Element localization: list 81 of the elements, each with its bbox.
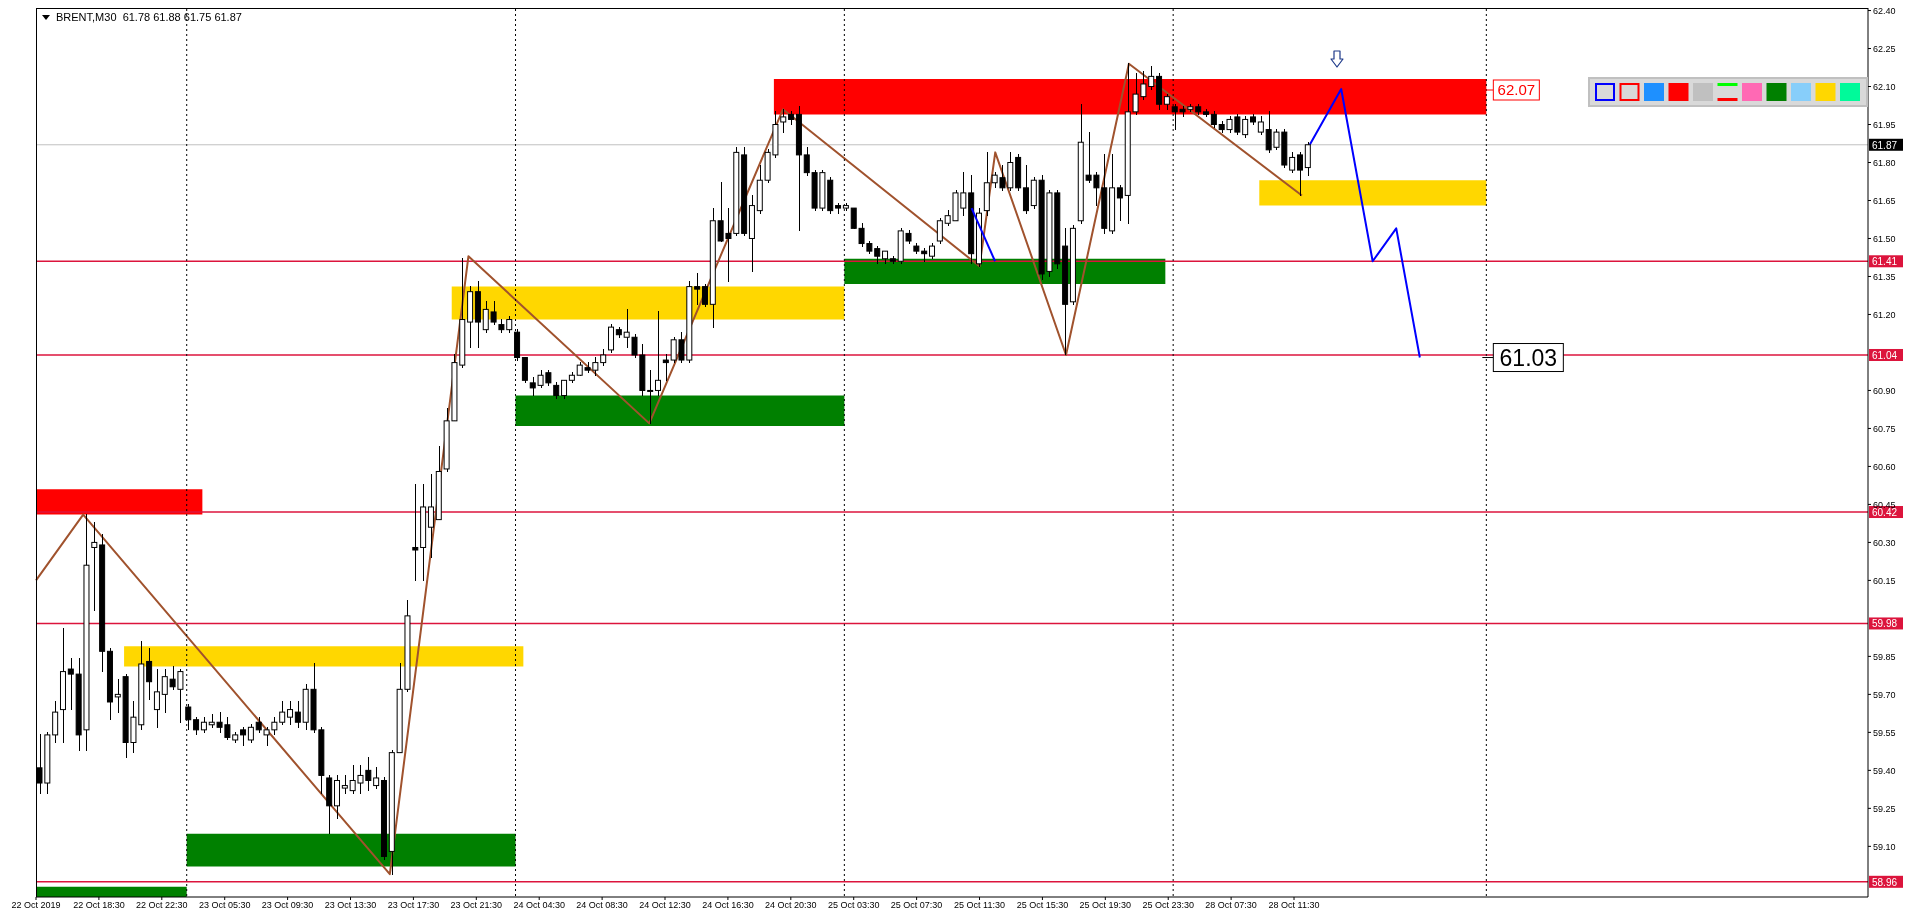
candlestick: [1304, 141, 1311, 177]
line-series: [35, 62, 1303, 876]
y-tick-label: 59.55: [1873, 727, 1896, 738]
candlestick: [694, 272, 701, 306]
candlestick: [146, 647, 153, 701]
y-tick-label: 61.95: [1873, 119, 1896, 130]
candlestick: [780, 108, 787, 134]
x-tick-label: 28 Oct 07:30: [1205, 900, 1257, 911]
candlestick: [521, 356, 528, 385]
y-tick-label: 61.65: [1873, 195, 1896, 206]
x-tick-label: 25 Oct 07:30: [890, 900, 943, 911]
y-tick-label: 62.40: [1873, 5, 1896, 16]
candlestick: [52, 700, 59, 744]
ref-line-label: 58.96: [1872, 876, 1898, 888]
candlestick: [341, 774, 348, 795]
x-tick-label: 24 Oct 12:30: [639, 900, 691, 911]
x-tick-label: 24 Oct 04:30: [513, 900, 565, 911]
y-tick-label: 60.60: [1873, 461, 1896, 472]
ref-line-label: 61.04: [1872, 349, 1898, 361]
x-tick-label: 23 Oct 13:30: [324, 900, 377, 911]
candlestick: [647, 368, 654, 425]
x-tick-label: 23 Oct 21:30: [450, 900, 503, 911]
y-tick-label: 62.10: [1873, 81, 1896, 92]
x-tick-label: 23 Oct 05:30: [198, 900, 251, 911]
x-tick-label: 24 Oct 20:30: [765, 900, 817, 911]
candlestick: [153, 667, 160, 729]
candlestick: [373, 766, 380, 790]
candlestick: [662, 353, 669, 382]
candlestick: [240, 726, 247, 747]
y-tick-label: 59.10: [1873, 841, 1896, 852]
x-tick-label: 23 Oct 09:30: [261, 900, 314, 911]
x-tick-label: 25 Oct 23:30: [1142, 900, 1194, 911]
y-tick-label: 60.15: [1873, 575, 1896, 586]
candlestick: [1022, 163, 1029, 215]
candlestick: [655, 310, 661, 397]
x-tick-label: 22 Oct 2019: [11, 900, 61, 911]
candlestick: [701, 282, 708, 309]
y-tick-label: 60.30: [1873, 537, 1896, 548]
y-tick-label: 61.50: [1873, 233, 1896, 244]
candlestick: [1257, 115, 1264, 136]
x-tick-label: 24 Oct 16:30: [702, 900, 754, 911]
x-tick-label: 25 Oct 15:30: [1016, 900, 1069, 911]
candlestick: [427, 472, 434, 559]
y-tick-label: 61.20: [1873, 309, 1896, 320]
y-tick-label: 61.35: [1873, 271, 1896, 282]
y-tick-label: 59.25: [1873, 803, 1896, 814]
candlestick: [287, 700, 294, 726]
candlestick: [185, 703, 192, 732]
y-tick-label: 59.85: [1873, 651, 1896, 662]
y-tick-label: 60.75: [1873, 423, 1896, 434]
x-tick-label: 22 Oct 18:30: [73, 900, 125, 911]
candlestick: [193, 715, 200, 737]
ref-line-label: 61.87: [1872, 139, 1898, 151]
candlestick: [936, 217, 943, 245]
x-tick-label: 28 Oct 11:30: [1268, 900, 1320, 911]
ref-line-label: 60.42: [1872, 507, 1898, 519]
y-tick-label: 62.25: [1873, 43, 1896, 54]
y-tick-label: 59.70: [1873, 689, 1896, 700]
candlestick: [247, 723, 254, 744]
candlestick: [412, 482, 419, 582]
x-tick-label: 25 Oct 11:30: [954, 900, 1005, 911]
candlestick: [294, 700, 301, 729]
candlestick: [608, 323, 615, 354]
x-tick-label: 24 Oct 08:30: [576, 900, 628, 911]
ref-line-label: 61.41: [1872, 256, 1898, 268]
annotation: 61.03: [1499, 344, 1558, 371]
candlestick: [1116, 184, 1123, 222]
x-tick-label: 23 Oct 17:30: [387, 900, 440, 911]
y-tick-label: 59.40: [1873, 765, 1896, 776]
y-tick-label: 61.80: [1873, 157, 1896, 168]
candlestick: [1242, 115, 1249, 139]
candlestick: [1296, 151, 1303, 197]
y-tick-label: 60.90: [1873, 385, 1896, 396]
x-tick-label: 25 Oct 19:30: [1079, 900, 1132, 911]
annotation: 62.07: [1497, 81, 1536, 99]
x-tick-label: 25 Oct 03:30: [827, 900, 880, 911]
x-tick-label: 22 Oct 22:30: [136, 900, 188, 911]
chart-title: BRENT,M30 61.78 61.88 61.75 61.87: [56, 11, 242, 23]
candlestick: [1289, 151, 1296, 174]
candlestick: [91, 520, 98, 612]
ref-line-label: 59.98: [1872, 618, 1898, 630]
